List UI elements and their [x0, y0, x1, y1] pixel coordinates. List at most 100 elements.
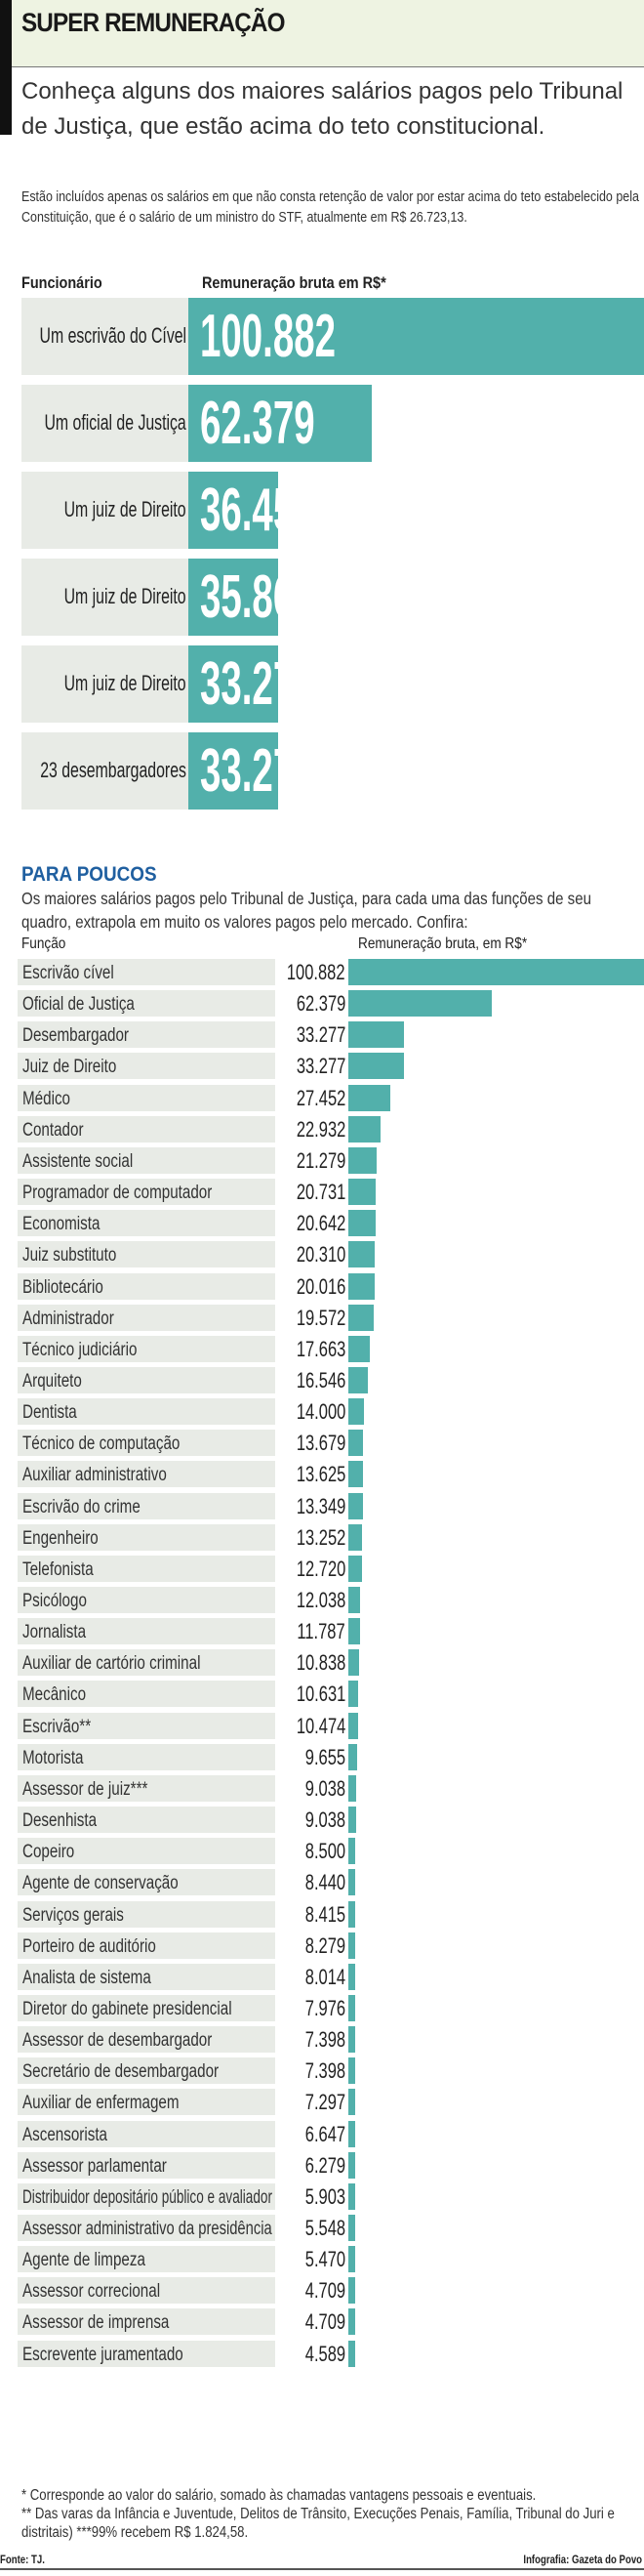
bottom-chart-label-box: Distribuidor depositário público e avali…	[18, 2182, 275, 2210]
bottom-chart-label: Agente de conservação	[22, 1873, 179, 1894]
bottom-chart-row: Assessor correcional 4.709	[0, 2277, 644, 2305]
bottom-chart-row: Auxiliar de enfermagem 7.297	[0, 2089, 644, 2116]
bottom-chart-value-label: 20.731	[296, 1180, 345, 1205]
bottom-chart-label-box: Bibliotecário	[18, 1272, 275, 1300]
bottom-chart-row: Escrivão** 10.474	[0, 1712, 644, 1739]
bottom-chart-bar	[348, 2120, 355, 2147]
top-chart-bar: 35.869	[188, 559, 315, 636]
bottom-chart-bar	[348, 1210, 377, 1237]
bottom-chart-bar	[348, 1084, 390, 1111]
bottom-chart-bar	[348, 1241, 376, 1268]
bottom-chart-bar	[348, 2308, 355, 2336]
top-chart-value-label: 36.454	[200, 477, 315, 544]
bottom-chart-value-label: 20.310	[296, 1242, 345, 1267]
header-band	[0, 0, 644, 67]
bottom-chart-value-label: 20.016	[296, 1273, 345, 1299]
bottom-chart-value-label: 8.440	[304, 1870, 345, 1895]
bottom-chart-label-box: Diretor do gabinete presidencial	[18, 1994, 275, 2021]
bottom-chart-label-box: Auxiliar de enfermagem	[18, 2089, 275, 2116]
bottom-chart-label-box: Contador	[18, 1115, 275, 1143]
bottom-chart-row: Bibliotecário 20.016	[0, 1272, 644, 1300]
bottom-chart-value-label: 9.038	[304, 1775, 345, 1801]
bottom-chart-row: Técnico de computação 13.679	[0, 1430, 644, 1457]
bottom-chart-label: Auxiliar de cartório criminal	[22, 1653, 201, 1675]
bottom-chart-value-label: 9.655	[304, 1744, 345, 1769]
bottom-chart-row: Assessor de imprensa 4.709	[0, 2308, 644, 2336]
top-chart-value-header: Remuneração bruta em R$*	[202, 273, 386, 292]
note-text: Estão incluídos apenas os salários em qu…	[21, 189, 639, 226]
bottom-chart-value-label: 33.277	[296, 1054, 345, 1079]
bottom-chart-label: Auxiliar administrativo	[22, 1465, 167, 1486]
bottom-chart-value-header: Remuneração bruta, em R$*	[358, 935, 528, 952]
bottom-chart-value-label: 22.932	[296, 1116, 345, 1142]
bottom-chart-bar	[348, 2246, 355, 2273]
bottom-chart-value-label: 4.589	[304, 2341, 345, 2366]
bottom-chart-bar	[348, 1398, 364, 1426]
bottom-chart-label-box: Escrivão cível	[18, 959, 275, 985]
top-chart-value-label: 33.277	[200, 650, 315, 718]
bottom-chart-label: Motorista	[22, 1747, 84, 1768]
section-title: PARA POUCOS	[21, 863, 157, 886]
bottom-chart-label: Juiz de Direito	[22, 1057, 117, 1078]
bottom-chart-value-label: 12.720	[296, 1556, 345, 1581]
bottom-chart-row: Administrador 19.572	[0, 1304, 644, 1331]
bottom-chart-row: Técnico judiciário 17.663	[0, 1335, 644, 1362]
bottom-chart-label-box: Arquiteto	[18, 1366, 275, 1393]
section-subtitle: Os maiores salários pagos pelo Tribunal …	[21, 889, 591, 932]
bottom-chart-value-label: 10.838	[296, 1650, 345, 1676]
top-chart-label: 23 desembargadores	[40, 758, 186, 782]
bottom-chart-bar	[348, 990, 493, 1018]
bottom-chart-value-label: 8.279	[304, 1932, 345, 1958]
bottom-chart-row: Agente de limpeza 5.470	[0, 2246, 644, 2273]
bottom-chart-bar	[348, 1618, 361, 1645]
bottom-chart-label-box: Auxiliar administrativo	[18, 1461, 275, 1488]
bottom-chart-value-label: 8.500	[304, 1839, 345, 1864]
bottom-chart-label-box: Escrivão**	[18, 1712, 275, 1739]
top-chart-value-label: 62.379	[200, 390, 315, 457]
bottom-chart-row: Assessor administrativo da presidência 5.…	[0, 2215, 644, 2241]
top-chart-bar: 33.277	[188, 732, 315, 810]
bottom-chart-label-box: Jornalista	[18, 1618, 275, 1645]
bottom-chart-bar	[348, 1115, 381, 1143]
bottom-chart-value-label: 14.000	[296, 1399, 345, 1425]
bottom-chart-row: Psicólogo 12.038	[0, 1587, 644, 1613]
bottom-chart-row: Escrivão do crime 13.349	[0, 1492, 644, 1519]
bottom-chart-label-box: Dentista	[18, 1398, 275, 1426]
bottom-chart-row: Auxiliar de cartório criminal 10.838	[0, 1649, 644, 1677]
bottom-chart-row: Juiz de Direito 33.277	[0, 1053, 644, 1080]
bottom-chart-label: Jornalista	[22, 1622, 87, 1643]
bottom-chart-label: Diretor do gabinete presidencial	[22, 1998, 232, 2019]
bottom-chart-row: Jornalista 11.787	[0, 1618, 644, 1645]
bottom-chart-bar	[348, 2089, 355, 2116]
bottom-chart-category-header: Função	[21, 935, 66, 952]
bottom-chart-label-box: Secretário de desembargador	[18, 2057, 275, 2085]
bottom-chart-row: Ascensorista 6.647	[0, 2120, 644, 2147]
bottom-chart-label-box: Assessor de desembargador	[18, 2026, 275, 2054]
footnotes: * Corresponde ao valor do salário, somad…	[21, 2486, 627, 2542]
bottom-chart-bar	[348, 2182, 355, 2210]
bottom-chart-bar	[348, 1900, 356, 1928]
bottom-chart-label: Desenhista	[22, 1810, 98, 1832]
bottom-chart-label: Dentista	[22, 1402, 77, 1424]
bottom-chart-value-label: 7.297	[304, 2090, 345, 2115]
top-chart-bar: 62.379	[188, 385, 373, 462]
bottom-chart-row: Dentista 14.000	[0, 1398, 644, 1426]
bottom-chart-bar	[348, 1712, 359, 1739]
bottom-chart-label-box: Assessor parlamentar	[18, 2151, 275, 2179]
bottom-chart-label-box: Assistente social	[18, 1146, 275, 1174]
bottom-chart-label: Psicólogo	[22, 1591, 87, 1611]
bottom-chart-row: Escrivão cível 100.882	[0, 959, 644, 985]
bottom-chart-bar	[348, 1649, 359, 1677]
bottom-chart-label: Escrivão**	[22, 1716, 92, 1737]
bottom-chart-label: Engenheiro	[22, 1527, 99, 1549]
bottom-chart-label-box: Engenheiro	[18, 1523, 275, 1551]
bottom-chart-label-box: Escrevente juramentado	[18, 2340, 275, 2367]
bottom-chart-label-box: Auxiliar de cartório criminal	[18, 1649, 275, 1677]
bottom-chart-row: Porteiro de auditório 8.279	[0, 1932, 644, 1959]
bottom-chart-value-label: 33.277	[296, 1022, 345, 1048]
bottom-chart-row: Juiz substituto 20.310	[0, 1241, 644, 1268]
bottom-chart-row: Analista de sistema 8.014	[0, 1963, 644, 1990]
bottom-chart-bar	[348, 1335, 371, 1362]
bottom-chart-label-box: Oficial de Justiça	[18, 990, 275, 1018]
bottom-chart-value-label: 5.903	[304, 2183, 345, 2209]
